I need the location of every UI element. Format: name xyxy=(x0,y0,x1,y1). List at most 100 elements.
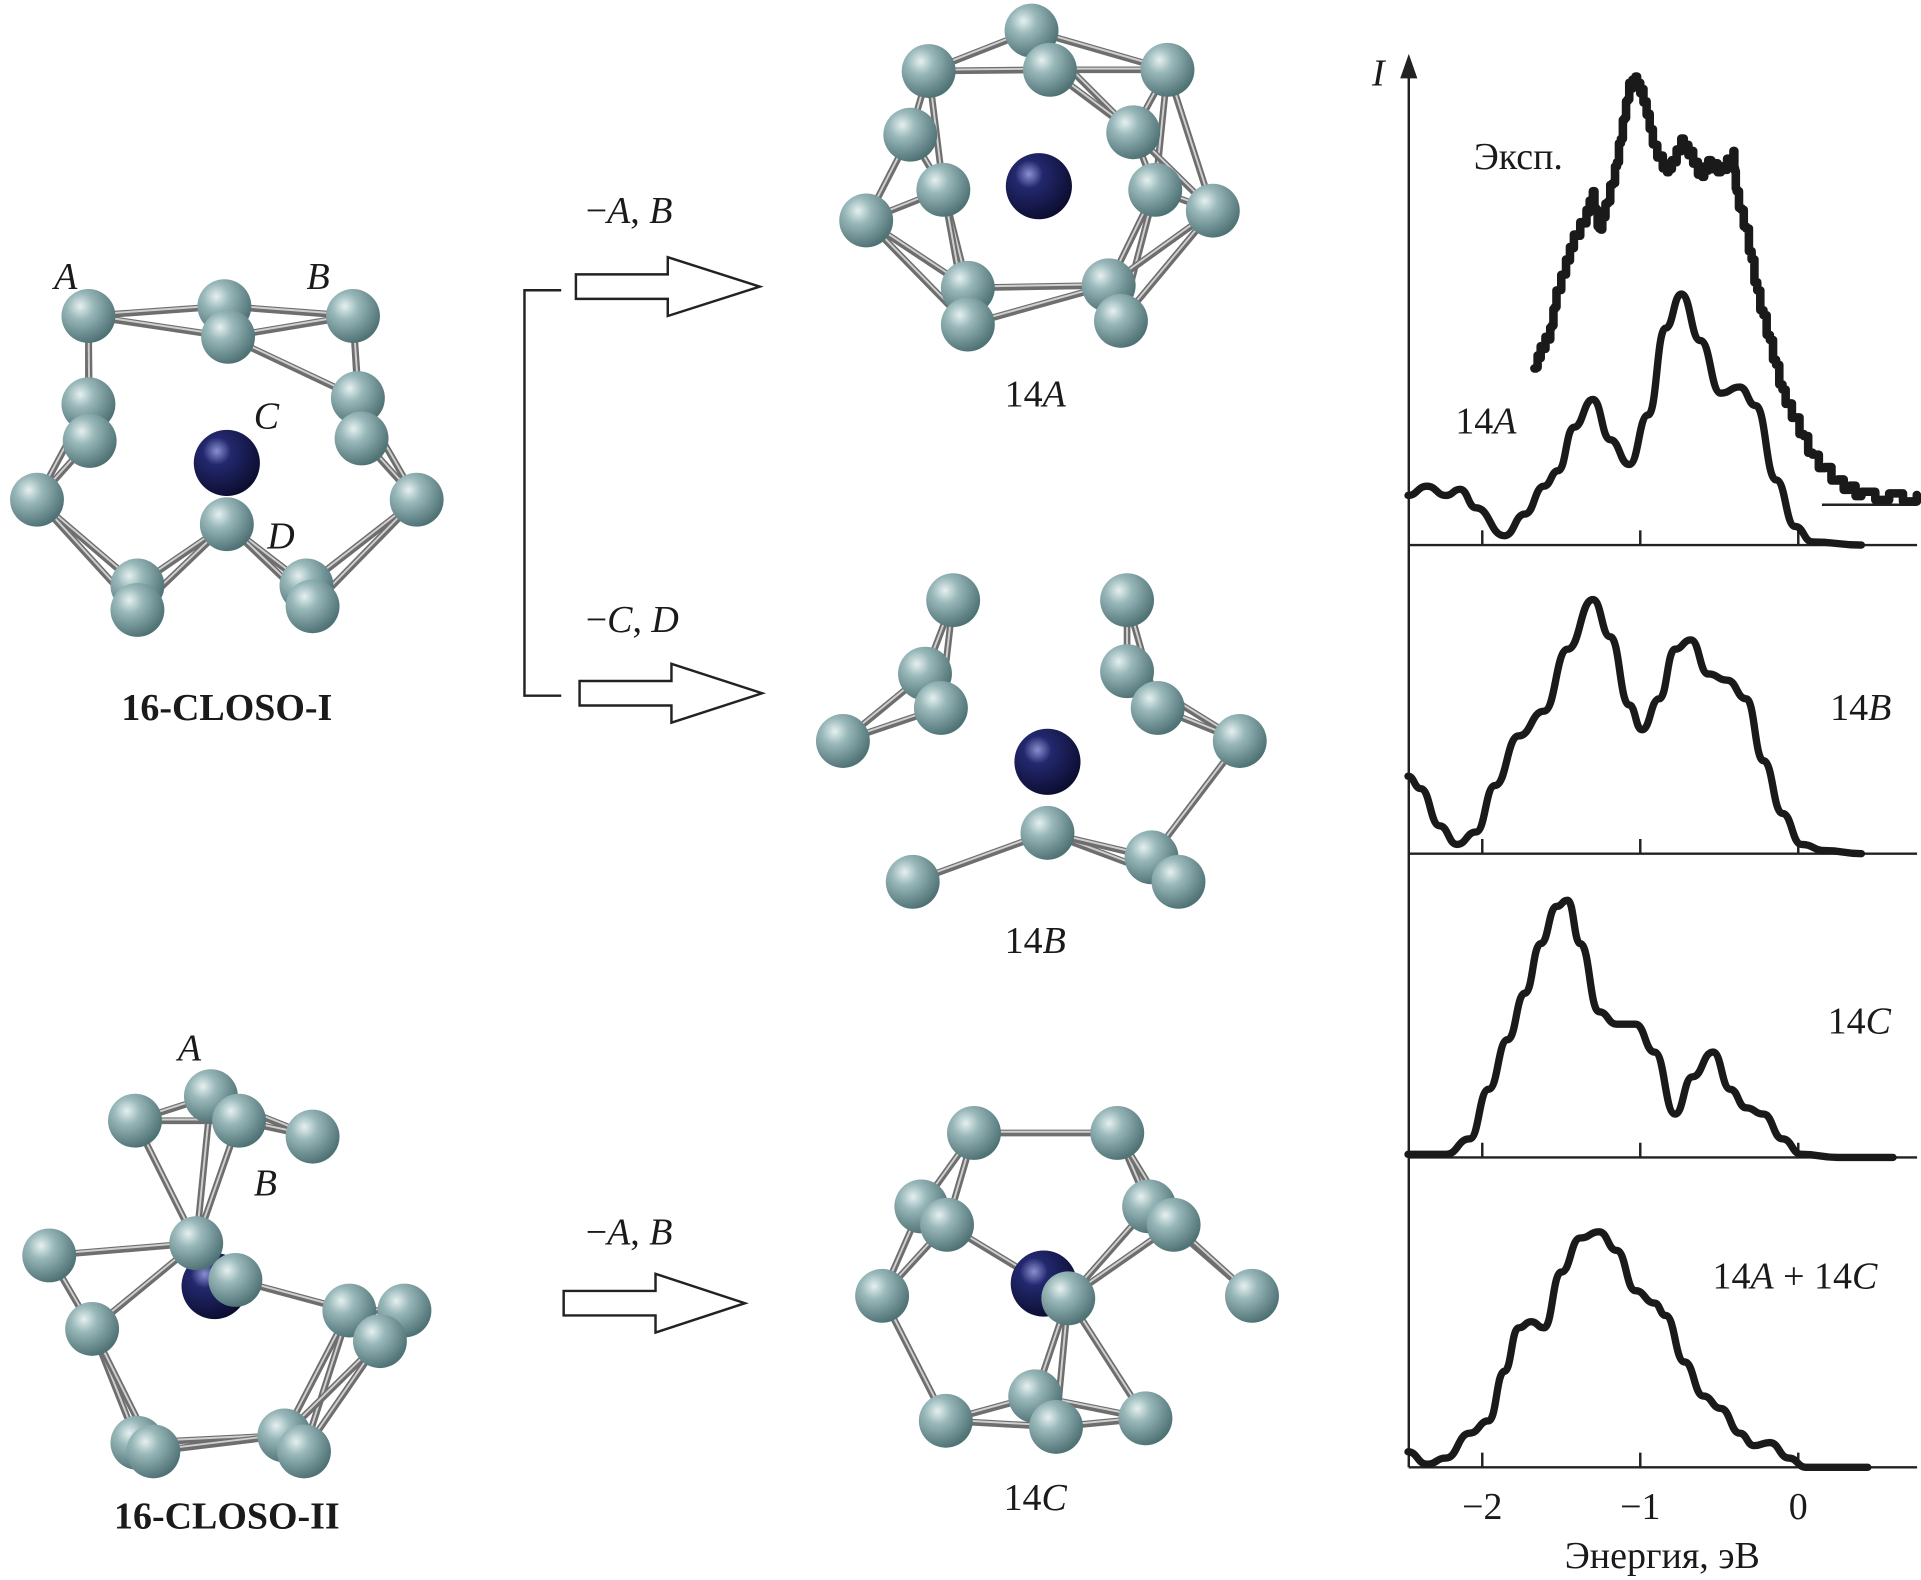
cage-atom xyxy=(947,1106,1001,1160)
cage-atom xyxy=(326,289,380,343)
atom-label-A: A xyxy=(51,256,78,298)
cage-atom xyxy=(918,1393,973,1448)
cage-atom xyxy=(208,1252,263,1307)
branch-bracket xyxy=(523,289,562,697)
cage-atom xyxy=(913,680,968,735)
spectra-chart: I Эксп. 14A 14B 14C 14A + 14C −2 −1 0 Эн… xyxy=(1371,53,1921,1577)
structure-title-14A: 14A xyxy=(1005,374,1067,416)
reaction-arrows: −A, B −C, D −A, B xyxy=(523,190,767,1335)
series-line-14C xyxy=(1404,896,1897,1162)
cage-atom xyxy=(108,1093,162,1148)
legend-label-exp: Эксп. xyxy=(1474,136,1563,178)
cage-atom xyxy=(839,193,894,248)
x-tick-label: 0 xyxy=(1789,1486,1808,1528)
cage-atom xyxy=(1041,1271,1096,1326)
cage-atom xyxy=(1090,1106,1145,1160)
cage-atom xyxy=(926,573,981,628)
cage-atom xyxy=(815,714,870,768)
atom-label-B: B xyxy=(306,256,329,298)
cage-atom xyxy=(1130,680,1185,735)
cage-atom xyxy=(1225,1268,1279,1323)
cage-atom xyxy=(1100,573,1155,628)
cage-atom xyxy=(389,472,444,527)
x-tick-label: −2 xyxy=(1462,1486,1502,1528)
molecular-structures xyxy=(10,3,1279,1479)
series-line-14B xyxy=(1404,595,1866,858)
cage-atom xyxy=(285,579,340,634)
cage-atom xyxy=(1022,42,1077,97)
cage-atom xyxy=(1128,162,1183,217)
cage-atom xyxy=(855,1268,910,1323)
atom-label-A: A xyxy=(175,1028,202,1070)
arrow-icon xyxy=(574,255,764,318)
reaction-label: −C, D xyxy=(586,599,679,641)
cage-atom xyxy=(212,1093,267,1148)
cage-atom xyxy=(61,289,116,343)
cage-atom xyxy=(1020,805,1075,860)
cage-atom xyxy=(285,1109,340,1164)
cage-atom xyxy=(920,1197,974,1252)
cage-atom xyxy=(1212,714,1267,768)
panel-label-14A: 14A xyxy=(1455,401,1517,443)
series-line-14A xyxy=(1404,290,1866,549)
cage-atom xyxy=(1094,293,1148,348)
cage-atom xyxy=(352,1314,407,1369)
structure-title-14B: 14B xyxy=(1005,920,1066,962)
series-line-Эксп- xyxy=(1530,72,1921,506)
cage-atom xyxy=(1029,1399,1083,1454)
central-atom xyxy=(193,429,260,497)
reaction-label: −A, B xyxy=(586,1211,673,1253)
molecule-14C xyxy=(855,1106,1279,1454)
panel-label-14A-14C: 14A + 14C xyxy=(1713,1255,1878,1297)
arrow-icon xyxy=(578,662,767,725)
cage-atom xyxy=(940,297,995,352)
molecule-closo-I xyxy=(10,279,444,637)
cage-atom xyxy=(883,107,938,162)
cage-atom xyxy=(901,44,956,98)
x-axis-label: Энергия, эВ xyxy=(1565,1535,1760,1577)
cage-atom xyxy=(126,1424,181,1479)
central-atom xyxy=(1014,728,1081,795)
y-axis-arrow-icon xyxy=(1400,53,1418,79)
y-axis-label: I xyxy=(1371,53,1387,95)
cage-atom xyxy=(201,309,256,364)
cage-atom xyxy=(65,1301,120,1356)
cage-atom xyxy=(169,1216,224,1271)
closo-II-labels: A B 16-CLOSO-II xyxy=(114,1028,340,1538)
reaction-label: −A, B xyxy=(586,190,673,232)
cage-atom xyxy=(1140,42,1195,97)
molecule-14A xyxy=(839,3,1240,352)
atom-label-C: C xyxy=(254,396,280,438)
structure-title-14C: 14C xyxy=(1004,1477,1068,1519)
cage-atom xyxy=(22,1228,77,1283)
panel-label-14C: 14C xyxy=(1828,1001,1892,1043)
cage-atom xyxy=(277,1424,331,1479)
cage-atom xyxy=(1151,854,1206,909)
cage-atom xyxy=(62,413,117,468)
closo-I-labels: A B C D 16-CLOSO-I xyxy=(51,256,332,729)
cage-atom xyxy=(1185,183,1240,238)
structure-title-closo-II: 16-CLOSO-II xyxy=(114,1496,340,1538)
cage-atom xyxy=(916,162,971,217)
x-tick-label: −1 xyxy=(1620,1486,1660,1528)
cage-atom xyxy=(110,583,165,637)
cage-atom xyxy=(1146,1197,1201,1252)
cage-atom xyxy=(1100,644,1155,699)
arrow-icon xyxy=(562,1272,749,1335)
cage-atom xyxy=(330,371,385,426)
cage-atom xyxy=(10,472,64,527)
series-line-14A-14C xyxy=(1404,1228,1872,1471)
atom-label-B: B xyxy=(254,1162,277,1204)
atom-label-D: D xyxy=(266,516,294,558)
central-atom xyxy=(1005,153,1072,220)
panel-label-14B: 14B xyxy=(1830,687,1891,729)
cage-atom xyxy=(1118,1391,1173,1446)
structure-title-closo-I: 16-CLOSO-I xyxy=(121,687,332,729)
molecule-14B xyxy=(815,573,1267,909)
molecule-closo-II xyxy=(22,1069,432,1479)
cage-atom xyxy=(334,411,389,466)
cage-atom xyxy=(199,497,254,552)
cage-atom xyxy=(1106,105,1161,160)
cage-atom xyxy=(885,854,940,909)
